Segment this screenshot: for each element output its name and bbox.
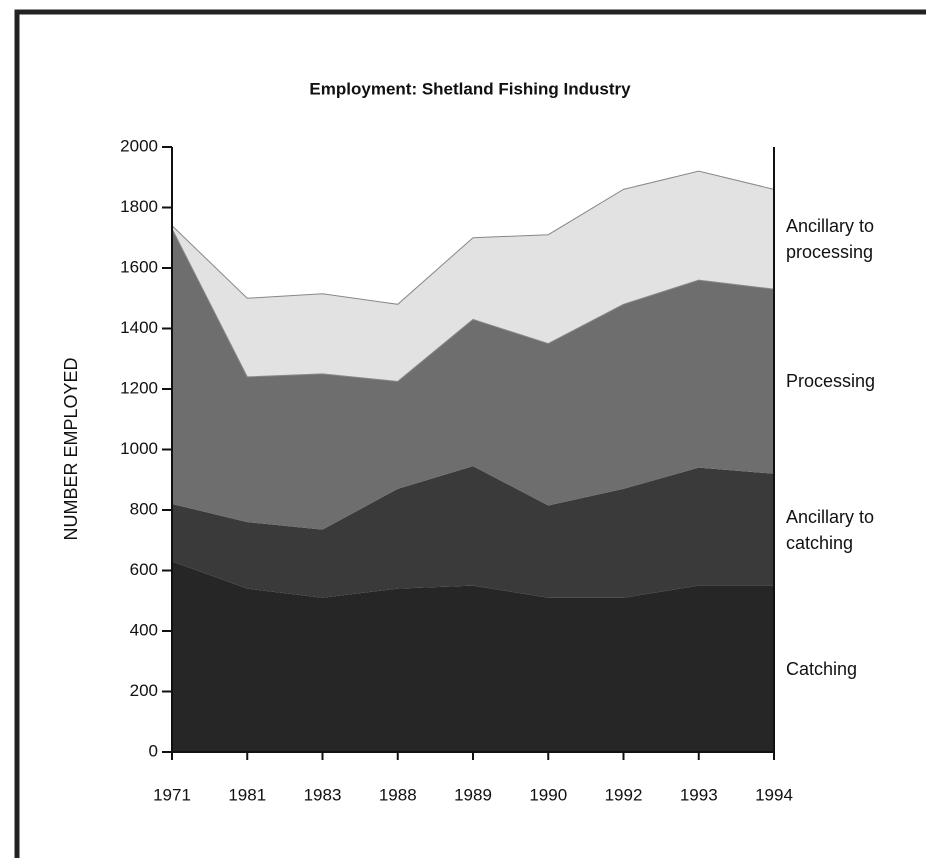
y-tick-label: 1800 xyxy=(120,197,158,216)
series-label: Processing xyxy=(786,371,876,392)
series-label: Catching xyxy=(786,658,858,679)
area xyxy=(172,466,774,598)
y-tick-label: 400 xyxy=(130,620,158,639)
x-tick-label: 1983 xyxy=(304,785,342,804)
series-label: Ancillary to processing xyxy=(786,216,875,263)
x-tick-label: 1994 xyxy=(755,785,793,804)
x-tick-label: 1992 xyxy=(605,785,643,804)
y-tick-label: 1200 xyxy=(120,378,158,397)
y-tick-label: 200 xyxy=(130,681,158,700)
x-tick-label: 1988 xyxy=(379,785,417,804)
y-tick-label: 0 xyxy=(149,741,158,760)
series-label: Ancillary to catching xyxy=(786,506,875,553)
area xyxy=(172,561,774,752)
x-tick-label: 1993 xyxy=(680,785,718,804)
y-tick-label: 800 xyxy=(130,499,158,518)
chart-title: Employment: Shetland Fishing Industry xyxy=(309,79,631,98)
y-tick-label: 1000 xyxy=(120,439,158,458)
y-tick-label: 2000 xyxy=(120,136,158,155)
x-tick-label: 1981 xyxy=(228,785,266,804)
x-tick-label: 1990 xyxy=(529,785,567,804)
y-tick-label: 1400 xyxy=(120,318,158,337)
y-tick-label: 600 xyxy=(130,560,158,579)
area xyxy=(172,228,774,530)
y-axis-label: NUMBER EMPLOYED xyxy=(61,357,81,540)
x-tick-label: 1989 xyxy=(454,785,492,804)
x-tick-label: 1971 xyxy=(153,785,191,804)
frame xyxy=(14,9,926,858)
y-tick-label: 1600 xyxy=(120,257,158,276)
